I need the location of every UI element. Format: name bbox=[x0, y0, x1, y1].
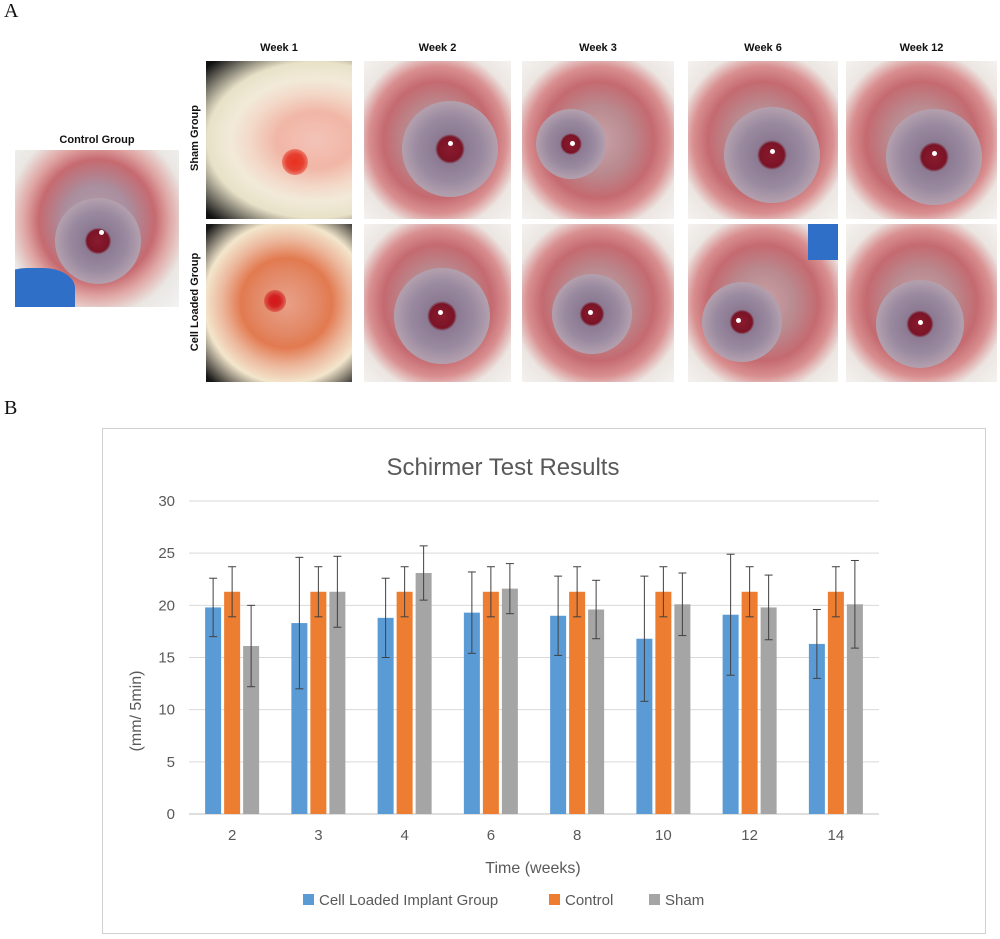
error-bar bbox=[467, 571, 476, 654]
error-bar bbox=[505, 563, 514, 615]
error-bar bbox=[831, 566, 840, 618]
bar bbox=[808, 643, 825, 814]
error-bar bbox=[228, 566, 237, 618]
cell-loaded-week-1-photo bbox=[206, 224, 352, 382]
y-tick-label: 15 bbox=[158, 650, 175, 667]
chart-title: Schirmer Test Results bbox=[387, 454, 620, 481]
panel-b-letter: B bbox=[4, 397, 18, 419]
legend-label: Control bbox=[565, 892, 613, 909]
legend-swatch bbox=[303, 894, 314, 905]
y-tick-label: 5 bbox=[167, 754, 175, 771]
error-bar bbox=[745, 566, 754, 618]
bar bbox=[396, 591, 413, 814]
column-label-week-1: Week 1 bbox=[260, 42, 298, 54]
x-tick-label: 8 bbox=[573, 827, 581, 844]
error-bar bbox=[678, 572, 687, 637]
bar bbox=[846, 604, 863, 814]
sham-week-1-photo bbox=[206, 61, 352, 219]
x-tick-label: 12 bbox=[741, 827, 758, 844]
bar bbox=[463, 612, 480, 814]
error-bar bbox=[812, 609, 821, 679]
error-bar bbox=[295, 556, 304, 690]
error-bar bbox=[764, 574, 773, 641]
error-bar bbox=[592, 579, 601, 640]
column-label-week-12: Week 12 bbox=[899, 42, 944, 54]
x-tick-label: 10 bbox=[655, 827, 672, 844]
cell-loaded-week-3-photo bbox=[522, 224, 674, 382]
row-label-cell-loaded-group: Cell Loaded Group bbox=[189, 252, 201, 352]
legend-swatch bbox=[649, 894, 660, 905]
bar bbox=[310, 591, 327, 814]
error-bar bbox=[850, 559, 859, 649]
x-tick-label: 2 bbox=[228, 827, 236, 844]
bar bbox=[377, 617, 394, 814]
bar bbox=[760, 607, 777, 814]
error-bar bbox=[640, 575, 649, 702]
sham-week-2-photo bbox=[364, 61, 511, 219]
error-bar bbox=[419, 545, 428, 601]
sham-week-6-photo bbox=[688, 61, 838, 219]
error-bar bbox=[554, 575, 563, 656]
legend-item: Control bbox=[549, 892, 613, 909]
bar bbox=[291, 623, 308, 814]
error-bar bbox=[381, 577, 390, 658]
error-bar bbox=[400, 566, 409, 618]
bar bbox=[569, 591, 586, 814]
bar bbox=[741, 591, 758, 814]
row-label-sham-group: Sham Group bbox=[189, 105, 201, 172]
panel-a-letter: A bbox=[4, 0, 19, 22]
bar bbox=[636, 638, 653, 814]
y-tick-label: 25 bbox=[158, 545, 175, 562]
bar bbox=[224, 591, 241, 814]
y-tick-label: 20 bbox=[158, 597, 175, 614]
y-tick-label: 10 bbox=[158, 702, 175, 719]
y-tick-label: 30 bbox=[158, 493, 175, 510]
legend-swatch bbox=[549, 894, 560, 905]
error-bar bbox=[486, 566, 495, 618]
sham-week-12-photo bbox=[846, 61, 997, 219]
legend-item: Cell Loaded Implant Group bbox=[303, 892, 498, 909]
control-group-photo bbox=[15, 150, 179, 307]
cell-loaded-week-12-photo bbox=[846, 224, 997, 382]
schirmer-bar-chart: Schirmer Test Results (mm/ 5min) Time (w… bbox=[128, 454, 879, 909]
x-axis-label: Time (weeks) bbox=[485, 860, 580, 877]
bar bbox=[550, 615, 567, 814]
error-bar bbox=[333, 555, 342, 628]
bar bbox=[501, 588, 518, 814]
x-tick-label: 3 bbox=[314, 827, 322, 844]
bar bbox=[415, 572, 432, 814]
error-bar bbox=[573, 566, 582, 618]
column-label-week-6: Week 6 bbox=[744, 42, 782, 54]
x-tick-label: 4 bbox=[400, 827, 408, 844]
column-label-week-3: Week 3 bbox=[579, 42, 617, 54]
control-group-label: Control Group bbox=[59, 134, 135, 146]
bar bbox=[674, 604, 691, 814]
bar bbox=[588, 609, 605, 814]
legend-item: Sham bbox=[649, 892, 704, 909]
cell-loaded-week-6-photo bbox=[688, 224, 838, 382]
bar bbox=[329, 591, 346, 814]
y-axis-label: (mm/ 5min) bbox=[128, 671, 145, 752]
error-bar bbox=[209, 577, 218, 638]
error-bar bbox=[659, 566, 668, 618]
bar bbox=[655, 591, 672, 814]
y-tick-label: 0 bbox=[167, 806, 175, 823]
bar bbox=[482, 591, 499, 814]
error-bar bbox=[314, 566, 323, 618]
error-bar bbox=[247, 604, 256, 688]
bar bbox=[722, 614, 739, 814]
cell-loaded-week-2-photo bbox=[364, 224, 511, 382]
legend-label: Sham bbox=[665, 892, 704, 909]
bar bbox=[243, 646, 260, 814]
x-tick-label: 14 bbox=[828, 827, 845, 844]
bar bbox=[827, 591, 844, 814]
x-tick-label: 6 bbox=[487, 827, 495, 844]
sham-week-3-photo bbox=[522, 61, 674, 219]
chart-frame: Schirmer Test Results (mm/ 5min) Time (w… bbox=[102, 428, 986, 934]
column-label-week-2: Week 2 bbox=[418, 42, 457, 54]
bar bbox=[205, 607, 222, 814]
error-bar bbox=[726, 553, 735, 676]
legend-label: Cell Loaded Implant Group bbox=[319, 892, 498, 909]
